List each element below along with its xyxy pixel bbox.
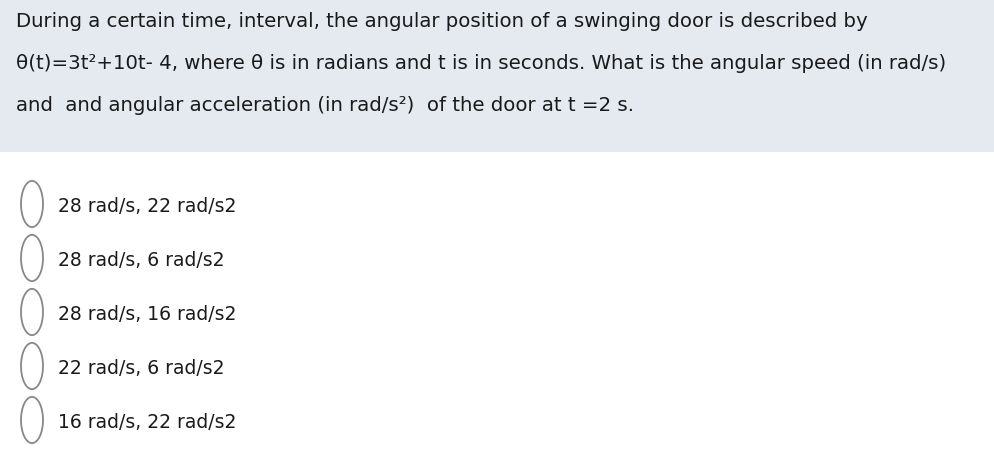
Text: 22 rad/s, 6 rad/s2: 22 rad/s, 6 rad/s2	[58, 359, 225, 378]
Text: 16 rad/s, 22 rad/s2: 16 rad/s, 22 rad/s2	[58, 413, 237, 432]
Text: 28 rad/s, 16 rad/s2: 28 rad/s, 16 rad/s2	[58, 305, 237, 324]
Bar	[0, 0, 994, 152]
Text: 28 rad/s, 22 rad/s2: 28 rad/s, 22 rad/s2	[58, 197, 237, 216]
Text: and  and angular acceleration (in rad/s²)  of the door at t =2 s.: and and angular acceleration (in rad/s²)…	[16, 96, 634, 115]
Text: 28 rad/s, 6 rad/s2: 28 rad/s, 6 rad/s2	[58, 251, 225, 270]
Text: During a certain time, interval, the angular position of a swinging door is desc: During a certain time, interval, the ang…	[16, 12, 868, 31]
Text: θ(t)=3t²+10t- 4, where θ is in radians and t is in seconds. What is the angular : θ(t)=3t²+10t- 4, where θ is in radians a…	[16, 54, 946, 73]
